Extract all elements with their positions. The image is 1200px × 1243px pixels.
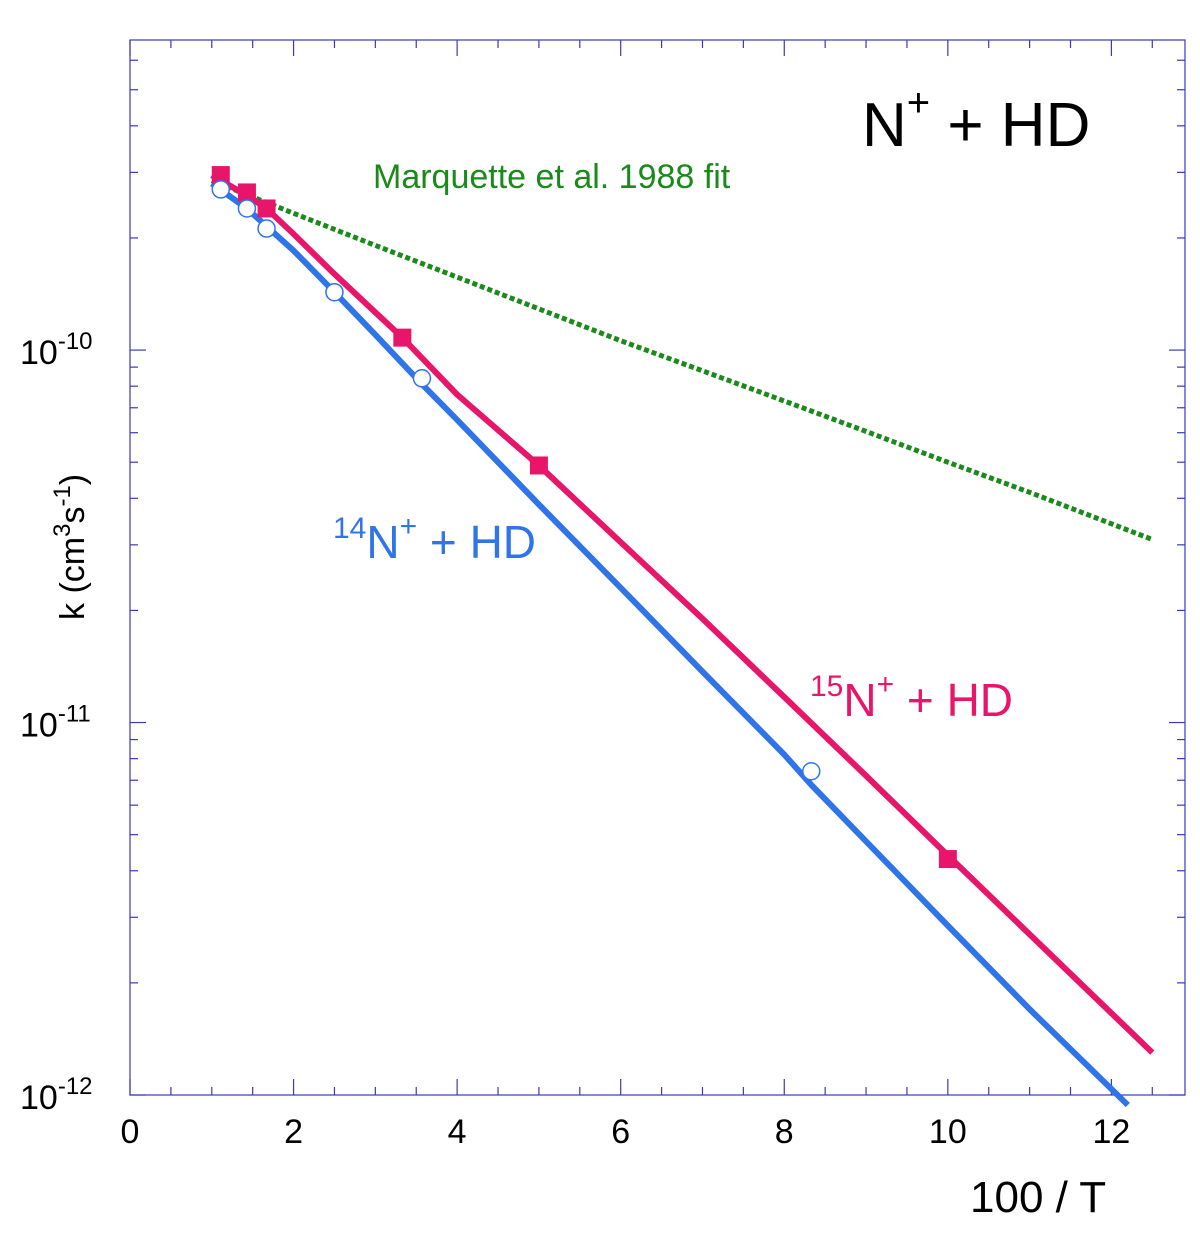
y-tick-label: 10-11 <box>20 701 91 745</box>
x-tick-label: 10 <box>929 1113 967 1151</box>
marker-circle <box>211 180 231 199</box>
x-tick-label: 8 <box>775 1113 794 1151</box>
marker-square <box>938 850 957 869</box>
series-lines <box>210 172 1155 1108</box>
marker-square <box>257 199 276 218</box>
series-line-1 <box>210 172 1155 1055</box>
tick-marks <box>129 40 1185 1096</box>
y-tick-label: 10-12 <box>20 1073 93 1117</box>
series-line-0 <box>210 178 1154 542</box>
x-tick-label: 2 <box>284 1113 303 1151</box>
series-markers <box>211 166 957 869</box>
marker-circle <box>802 761 821 781</box>
y-tick-labels: 10-10 10-11 10-12 <box>20 328 93 1117</box>
x-axis-title: 100 / T <box>970 1173 1106 1222</box>
y-tick-label: 10-10 <box>20 328 93 372</box>
chart-title: N+ + HD <box>862 81 1090 160</box>
marker-square <box>529 456 548 475</box>
series-line-2 <box>210 181 1130 1108</box>
x-tick-label: 4 <box>448 1113 467 1151</box>
x-tick-labels: 0 2 4 6 8 10 12 <box>121 1113 1131 1151</box>
x-tick-label: 6 <box>611 1113 630 1151</box>
series-14n-label: 14N+ + HD <box>333 510 536 568</box>
x-tick-label: 0 <box>121 1113 140 1151</box>
marquette-fit-label: Marquette et al. 1988 fit <box>373 158 731 196</box>
marker-square <box>211 166 230 185</box>
series-15n-label: 15N+ + HD <box>810 668 1013 726</box>
marker-square <box>393 328 412 347</box>
marker-circle <box>237 199 257 218</box>
x-tick-label: 12 <box>1092 1113 1130 1151</box>
marker-circle <box>412 369 432 388</box>
y-axis-title: k (cm3s-1) <box>49 474 92 620</box>
marker-circle <box>325 282 344 302</box>
marker-circle <box>257 219 276 238</box>
axes-box <box>129 39 1186 1096</box>
axes-frame <box>129 39 1186 1096</box>
marker-square <box>237 183 256 202</box>
